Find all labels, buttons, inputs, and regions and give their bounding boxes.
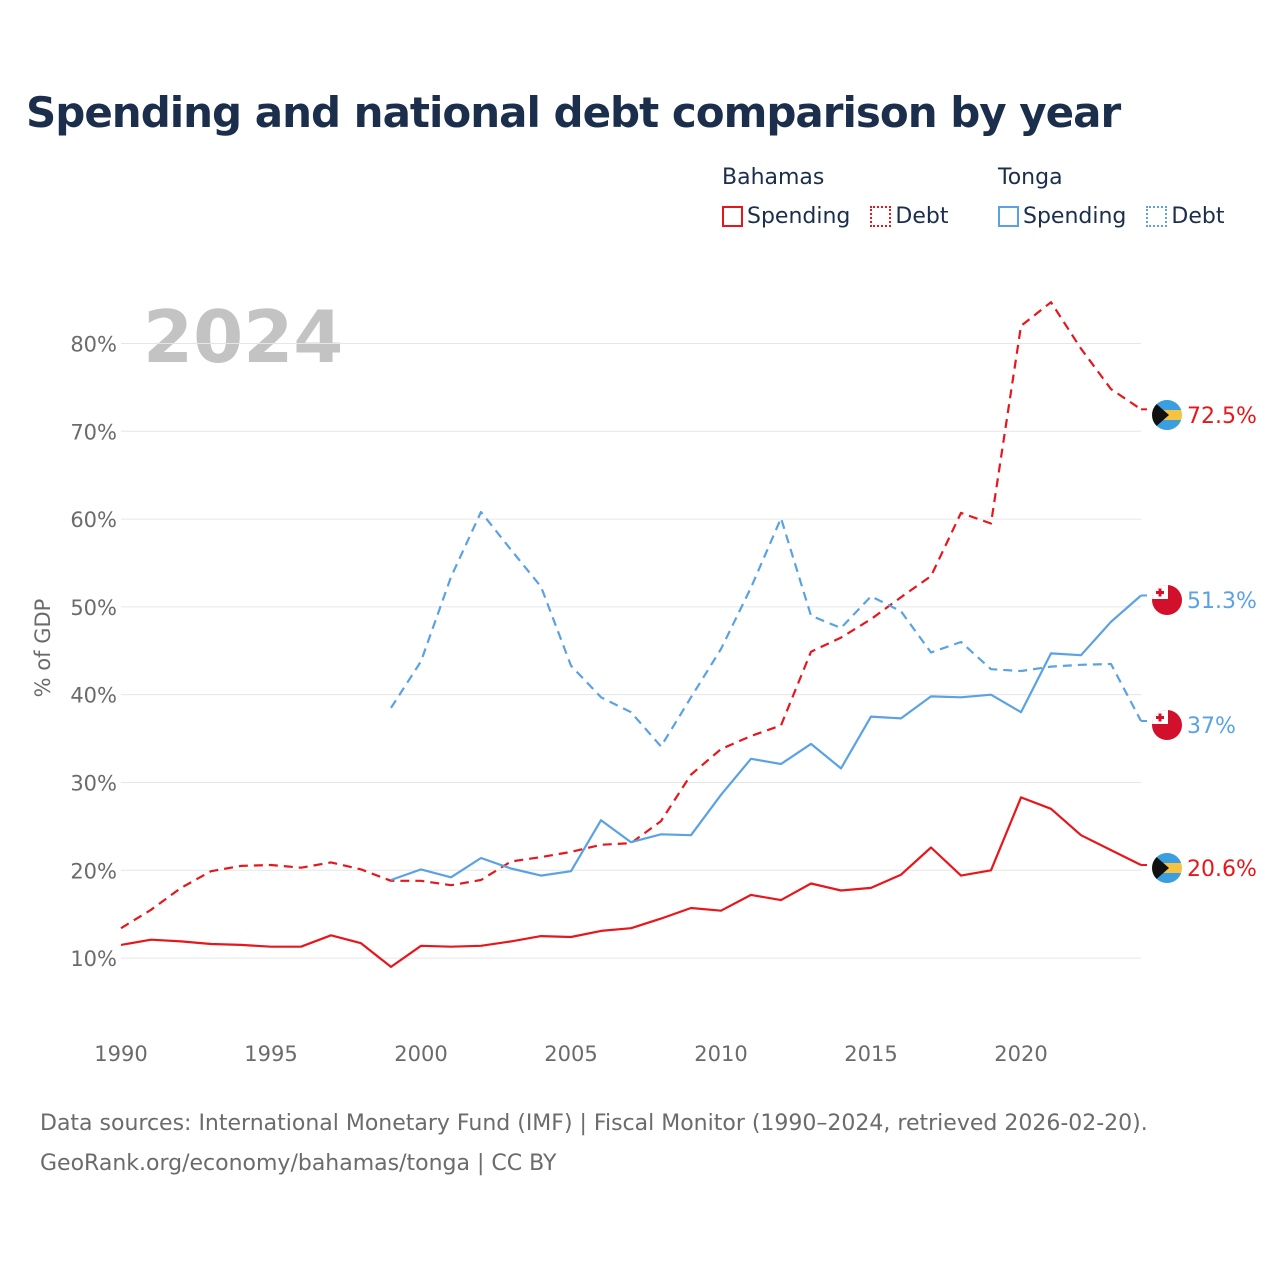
legend-swatch-dotted <box>1146 206 1168 227</box>
legend-label: Spending <box>1023 204 1127 229</box>
series-line-bahamas-spending[interactable] <box>120 796 1142 968</box>
bahamas-flag-icon <box>1152 400 1182 430</box>
legend-item-bahamas-debt[interactable]: Debt <box>870 204 948 229</box>
y-tick-label: 20% <box>70 859 117 883</box>
y-axis-title: % of GDP <box>31 599 55 698</box>
legend-label: Spending <box>747 204 851 229</box>
y-tick-label: 40% <box>70 684 117 708</box>
year-stamp: 2024 <box>143 295 343 379</box>
legend-item-tonga-spending[interactable]: Spending <box>998 204 1126 229</box>
x-tick-label: 2020 <box>994 1042 1047 1066</box>
legend-swatch-solid <box>998 206 1019 227</box>
end-value-label-bahamas-spending: 20.6% <box>1187 857 1257 882</box>
x-tick-label: 2005 <box>544 1042 597 1066</box>
y-tick-label: 60% <box>70 508 117 532</box>
legend-label: Debt <box>1171 204 1225 229</box>
legend-item-tonga-debt[interactable]: Debt <box>1146 204 1224 229</box>
data-sources-note: Data sources: International Monetary Fun… <box>40 1111 1148 1136</box>
tonga-flag-icon <box>1152 710 1182 740</box>
series-line-tonga-debt[interactable] <box>390 510 1142 748</box>
series-line-bahamas-debt[interactable] <box>120 301 1142 930</box>
legend-country-bahamas: Bahamas <box>722 165 825 190</box>
x-tick-label: 1990 <box>94 1042 147 1066</box>
legend-item-bahamas-spending[interactable]: Spending <box>722 204 850 229</box>
y-tick-label: 70% <box>70 420 117 444</box>
tonga-flag-icon <box>1152 585 1182 615</box>
x-tick-label: 2015 <box>844 1042 897 1066</box>
series-line-tonga-spending[interactable] <box>390 594 1142 882</box>
footer: Data sources: International Monetary Fun… <box>40 1104 1148 1184</box>
end-value-label-tonga-spending: 51.3% <box>1187 589 1257 614</box>
legend-label: Debt <box>895 204 949 229</box>
y-tick-label: 50% <box>70 596 117 620</box>
legend-group-bahamas: Bahamas Spending Debt <box>722 162 968 229</box>
legend-group-tonga: Tonga Spending Debt <box>998 162 1224 229</box>
attribution-link[interactable]: GeoRank.org/economy/bahamas/tonga | CC B… <box>40 1151 557 1176</box>
chart-title: Spending and national debt comparison by… <box>26 88 1121 137</box>
y-tick-label: 80% <box>70 332 117 356</box>
end-value-label-bahamas-debt: 72.5% <box>1187 404 1257 429</box>
legend-country-tonga: Tonga <box>998 165 1063 190</box>
y-tick-label: 30% <box>70 771 117 795</box>
bahamas-flag-icon <box>1152 853 1182 883</box>
x-tick-label: 2010 <box>694 1042 747 1066</box>
legend-swatch-solid <box>722 206 743 227</box>
legend-swatch-dotted <box>870 206 892 227</box>
x-tick-label: 2000 <box>394 1042 447 1066</box>
x-tick-label: 1995 <box>244 1042 297 1066</box>
y-tick-label: 10% <box>70 947 117 971</box>
end-value-label-tonga-debt: 37% <box>1187 714 1236 739</box>
